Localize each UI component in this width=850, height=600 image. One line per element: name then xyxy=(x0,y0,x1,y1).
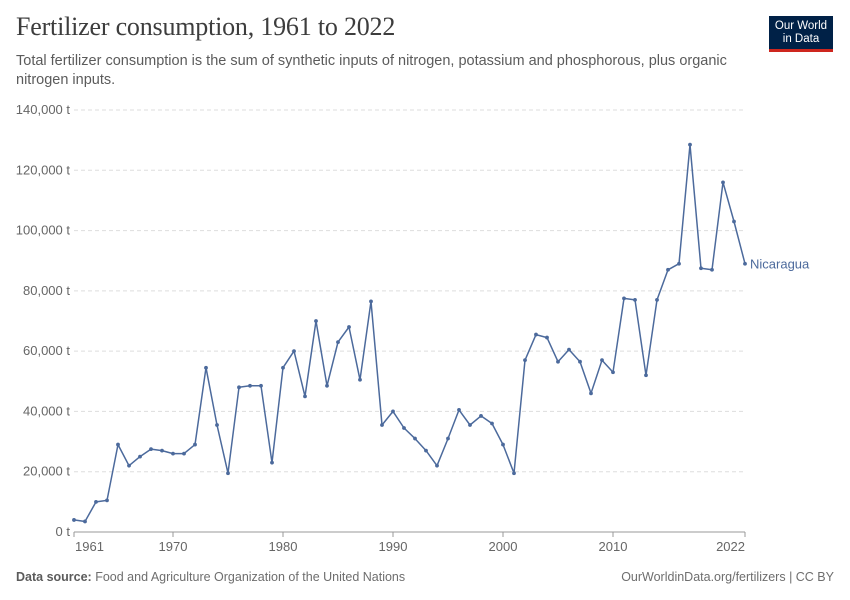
data-point[interactable] xyxy=(204,365,208,370)
footer-link[interactable]: OurWorldinData.org/fertilizers | CC BY xyxy=(621,570,834,584)
data-point[interactable] xyxy=(391,409,395,414)
data-point[interactable] xyxy=(523,358,527,363)
data-point[interactable] xyxy=(94,499,98,504)
footer-source: Data source: Food and Agriculture Organi… xyxy=(16,570,405,584)
data-point[interactable] xyxy=(72,518,76,522)
y-tick-label: 20,000 t xyxy=(23,464,70,479)
data-point[interactable] xyxy=(259,383,263,388)
series-line-nicaragua[interactable] xyxy=(73,143,746,523)
data-point[interactable] xyxy=(292,349,296,354)
data-point[interactable] xyxy=(732,219,736,224)
data-point[interactable] xyxy=(468,423,472,427)
data-point[interactable] xyxy=(160,448,164,453)
data-point[interactable] xyxy=(182,451,186,456)
data-point[interactable] xyxy=(743,261,747,266)
series-label[interactable]: Nicaragua xyxy=(750,257,810,272)
data-point[interactable] xyxy=(127,463,131,468)
data-point[interactable] xyxy=(512,471,516,476)
data-point[interactable] xyxy=(424,448,428,453)
data-point[interactable] xyxy=(105,498,109,503)
data-point[interactable] xyxy=(325,383,329,388)
x-tick-label: 2000 xyxy=(489,539,518,554)
data-point[interactable] xyxy=(314,319,318,323)
data-point[interactable] xyxy=(226,471,230,476)
data-point[interactable] xyxy=(149,447,153,452)
x-tick-label: 2010 xyxy=(599,539,628,554)
data-point[interactable] xyxy=(193,442,197,447)
data-point[interactable] xyxy=(281,365,285,370)
data-point[interactable] xyxy=(699,266,703,271)
data-point[interactable] xyxy=(578,359,582,364)
data-point[interactable] xyxy=(556,359,560,364)
y-tick-label: 80,000 t xyxy=(23,283,70,298)
data-point[interactable] xyxy=(347,325,351,329)
x-tick-label: 1980 xyxy=(269,539,298,554)
data-point[interactable] xyxy=(457,408,461,412)
y-tick-label: 120,000 t xyxy=(16,162,71,177)
data-point[interactable] xyxy=(633,298,637,302)
y-tick-label: 140,000 t xyxy=(16,102,71,117)
data-point[interactable] xyxy=(358,377,362,382)
source-text[interactable]: Food and Agriculture Organization of the… xyxy=(95,570,406,584)
data-point[interactable] xyxy=(567,347,571,352)
y-tick-label: 60,000 t xyxy=(23,343,70,358)
data-point[interactable] xyxy=(171,451,175,456)
data-point[interactable] xyxy=(237,385,241,390)
data-point[interactable] xyxy=(666,267,670,272)
data-point[interactable] xyxy=(501,442,505,447)
data-point[interactable] xyxy=(490,421,494,426)
data-point[interactable] xyxy=(677,261,681,266)
data-point[interactable] xyxy=(688,142,692,147)
x-tick-label: 1970 xyxy=(159,539,188,554)
x-tick-label: 1990 xyxy=(379,539,408,554)
data-point[interactable] xyxy=(600,358,604,363)
x-tick-label: 2022 xyxy=(716,539,745,554)
owid-logo[interactable]: Our World in Data xyxy=(769,16,833,52)
data-point[interactable] xyxy=(369,299,373,304)
data-point[interactable] xyxy=(248,383,252,388)
data-point[interactable] xyxy=(446,436,450,441)
data-point[interactable] xyxy=(138,454,142,459)
data-point[interactable] xyxy=(721,180,725,185)
logo-line-2: in Data xyxy=(782,33,820,45)
data-point[interactable] xyxy=(644,373,648,378)
y-tick-label: 0 t xyxy=(56,524,71,539)
data-point[interactable] xyxy=(270,460,274,465)
data-point[interactable] xyxy=(435,463,439,468)
data-point[interactable] xyxy=(116,442,120,447)
data-point[interactable] xyxy=(413,436,417,441)
data-point[interactable] xyxy=(336,340,340,344)
data-point[interactable] xyxy=(83,519,87,524)
chart-title: Fertilizer consumption, 1961 to 2022 xyxy=(16,12,396,41)
data-point[interactable] xyxy=(215,423,219,427)
data-point[interactable] xyxy=(622,296,626,301)
logo-line-1: Our World xyxy=(774,20,828,32)
data-point[interactable] xyxy=(710,267,714,272)
data-point[interactable] xyxy=(534,332,538,337)
data-point[interactable] xyxy=(545,335,549,340)
y-tick-label: 40,000 t xyxy=(23,403,70,418)
data-point[interactable] xyxy=(611,370,615,375)
source-label: Data source: xyxy=(16,570,92,584)
data-point[interactable] xyxy=(479,414,483,418)
data-point[interactable] xyxy=(589,391,593,396)
data-point[interactable] xyxy=(380,423,384,427)
data-point[interactable] xyxy=(402,426,406,430)
data-point[interactable] xyxy=(303,394,307,399)
x-tick-label: 1961 xyxy=(75,539,104,554)
data-point[interactable] xyxy=(655,298,659,302)
y-tick-label: 100,000 t xyxy=(16,223,71,238)
chart-subtitle: Total fertilizer consumption is the sum … xyxy=(16,53,727,88)
